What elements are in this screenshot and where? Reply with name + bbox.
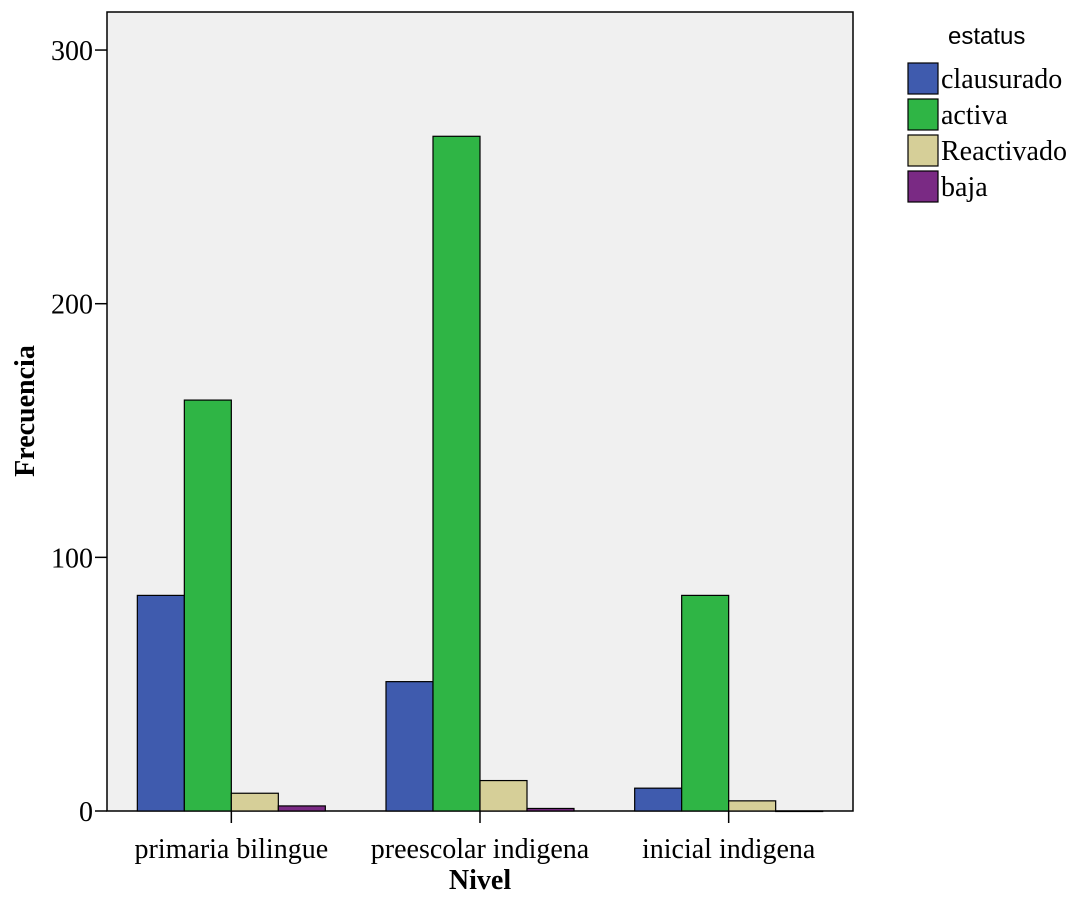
y-tick-label: 100 xyxy=(51,543,93,574)
legend-swatch-reactivado xyxy=(907,134,939,167)
bar-baja-1 xyxy=(526,807,575,812)
bars-group xyxy=(136,135,824,813)
x-tick-label: preescolar indigena xyxy=(371,834,590,865)
x-axis: primaria bilingue preescolar indigena inic… xyxy=(135,811,816,865)
legend-swatch-clausurado xyxy=(907,62,939,95)
bar-reactivado-0 xyxy=(230,792,279,812)
legend-title: estatus xyxy=(948,23,1025,50)
y-tick-label: 0 xyxy=(79,797,93,828)
x-tick-label: primaria bilingue xyxy=(135,834,329,865)
y-tick-label: 200 xyxy=(51,290,93,321)
bar-clausurado-2 xyxy=(634,787,683,812)
bar-reactivado-2 xyxy=(728,800,777,812)
legend-label-reactivado: Reactivado xyxy=(941,136,1067,167)
bar-clausurado-1 xyxy=(385,681,434,812)
y-axis-title: Frecuencia xyxy=(10,345,41,477)
bar-baja-0 xyxy=(277,805,326,812)
y-tick-label: 300 xyxy=(51,36,93,67)
bar-baja-2 xyxy=(775,810,824,813)
legend-label-activa: activa xyxy=(941,100,1008,131)
legend: estatus clausurado activa Reactivado baja xyxy=(907,23,1067,203)
bar-activa-0 xyxy=(183,399,232,812)
bar-clausurado-0 xyxy=(136,594,185,812)
legend-swatch-baja xyxy=(907,170,939,203)
x-axis-title: Nivel xyxy=(449,865,511,896)
legend-label-clausurado: clausurado xyxy=(941,64,1062,95)
bar-activa-2 xyxy=(681,594,730,812)
legend-label-baja: baja xyxy=(941,172,988,203)
bar-reactivado-1 xyxy=(479,779,528,812)
legend-swatch-activa xyxy=(907,98,939,131)
x-tick-label: inicial indigena xyxy=(642,834,816,865)
bar-activa-1 xyxy=(432,135,481,812)
y-axis: 0 100 200 300 xyxy=(51,36,107,828)
